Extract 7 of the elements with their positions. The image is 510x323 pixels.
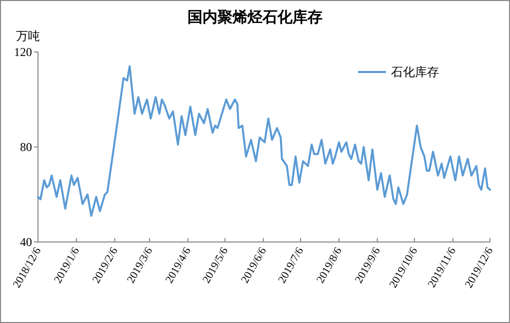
line-series xyxy=(37,65,491,217)
y-tick-label: 120 xyxy=(14,45,32,59)
legend-label: 石化库存 xyxy=(391,65,439,79)
y-tick-label: 80 xyxy=(20,140,32,154)
y-axis-title: 万吨 xyxy=(16,29,40,43)
chart-title: 国内聚烯烃石化库存 xyxy=(188,8,322,26)
y-tick-label: 40 xyxy=(20,235,32,249)
